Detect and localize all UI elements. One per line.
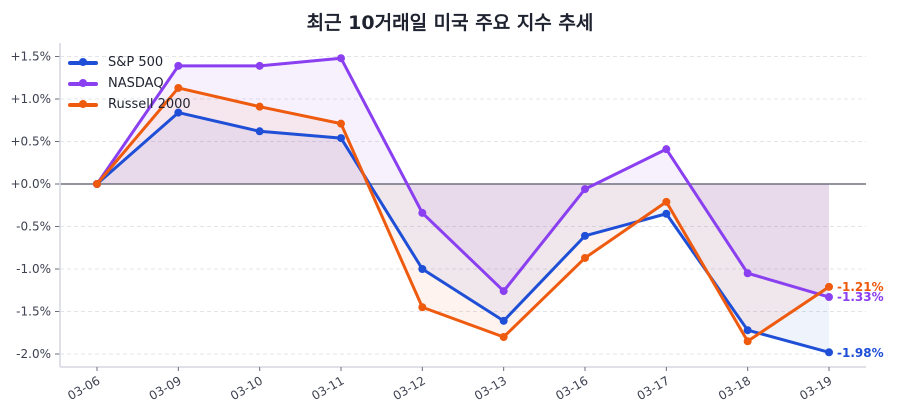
data-point <box>337 134 345 143</box>
legend-line-marker-icon <box>68 57 98 66</box>
data-point <box>825 348 833 357</box>
data-point <box>418 208 427 217</box>
legend-item-russell2000: Russell 2000 <box>68 94 191 115</box>
y-tick-label: -1.0% <box>16 262 51 276</box>
data-point <box>174 108 183 117</box>
chart-title: 최근 10거래일 미국 주요 지수 추세 <box>306 12 594 34</box>
data-point <box>499 287 508 296</box>
legend-label: NASDAQ <box>108 76 164 91</box>
data-point <box>255 127 264 136</box>
y-tick-label: +0.0% <box>10 177 51 191</box>
data-point <box>337 54 345 63</box>
legend-item-sp500: S&P 500 <box>68 52 191 73</box>
x-tick-label: 03-06 <box>65 373 102 403</box>
data-point <box>255 102 264 111</box>
x-tick-label: 03-12 <box>391 373 428 403</box>
data-point <box>499 316 508 325</box>
y-tick-label: -2.0% <box>16 347 51 361</box>
area-fill <box>97 58 829 298</box>
area-fill <box>97 87 829 342</box>
data-point <box>662 145 671 154</box>
data-point <box>581 185 589 194</box>
legend: S&P 500 NASDAQ Russell 2000 <box>68 52 191 115</box>
end-label-russell2000: -1.21% <box>837 280 884 294</box>
x-tick-label: 03-17 <box>635 373 672 403</box>
legend-item-nasdaq: NASDAQ <box>68 73 191 94</box>
x-tick-label: 03-09 <box>147 373 184 403</box>
legend-label: Russell 2000 <box>108 97 191 112</box>
data-point <box>255 61 264 70</box>
x-tick-label: 03-18 <box>716 373 753 403</box>
y-tick-label: +1.0% <box>10 92 51 106</box>
data-point <box>825 282 833 291</box>
data-point <box>418 265 427 273</box>
data-point <box>662 197 671 206</box>
area-fill <box>97 112 829 353</box>
legend-line-marker-icon <box>68 78 98 87</box>
data-point <box>93 180 101 188</box>
data-point <box>662 209 671 218</box>
x-tick-label: 03-13 <box>472 373 509 403</box>
x-tick-label: 03-10 <box>228 373 265 403</box>
end-label-sp500: -1.98% <box>837 346 884 360</box>
y-tick-label: +1.5% <box>10 50 51 64</box>
x-tick-label: 03-16 <box>553 373 590 403</box>
y-tick-label: -0.5% <box>16 220 51 234</box>
data-point <box>825 293 833 302</box>
data-point <box>581 253 589 262</box>
y-tick-label: +0.5% <box>10 135 51 149</box>
data-point <box>418 303 427 312</box>
data-point <box>174 83 183 92</box>
series-line <box>95 56 830 299</box>
data-point <box>743 326 752 335</box>
data-point <box>174 61 183 70</box>
data-point <box>337 119 345 128</box>
series-line <box>95 86 830 343</box>
data-point <box>743 269 752 278</box>
legend-line-marker-icon <box>68 99 98 108</box>
data-point <box>581 231 589 240</box>
data-point <box>743 337 752 346</box>
legend-label: S&P 500 <box>108 55 164 70</box>
y-tick-label: -1.5% <box>16 305 51 319</box>
data-point <box>499 333 508 341</box>
x-tick-label: 03-19 <box>797 373 834 403</box>
end-label-nasdaq: -1.33% <box>837 290 884 304</box>
x-tick-label: 03-11 <box>309 373 346 403</box>
